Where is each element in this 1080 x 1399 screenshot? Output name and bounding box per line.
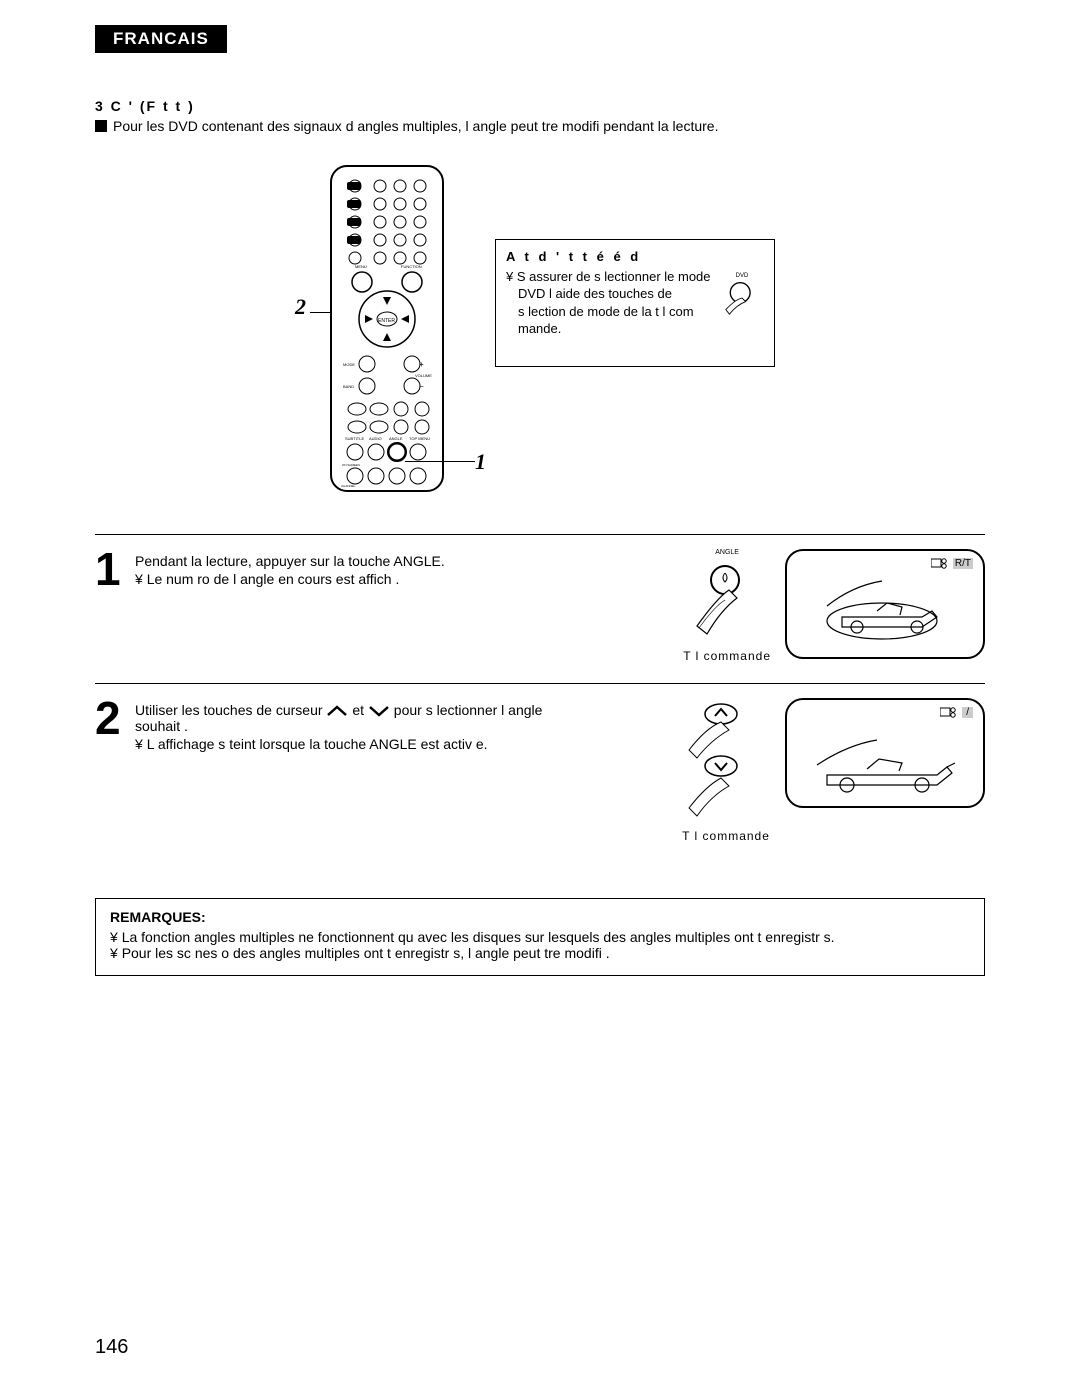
svg-text:FUNCTION: FUNCTION bbox=[401, 264, 422, 269]
svg-text:CHANNEL: CHANNEL bbox=[341, 484, 356, 488]
svg-text:ENTER: ENTER bbox=[378, 318, 395, 324]
svg-text:−: − bbox=[419, 382, 424, 391]
step2-line1: Utiliser les touches de curseur et pour … bbox=[135, 702, 605, 718]
svg-text:+: + bbox=[419, 360, 424, 369]
svg-text:TOP MENU: TOP MENU bbox=[409, 436, 430, 441]
bullet-square-icon bbox=[95, 120, 107, 132]
svg-text:VOLUME: VOLUME bbox=[415, 373, 432, 378]
step-1-illustrations: ANGLE T l commande R/T bbox=[615, 549, 985, 663]
cursor-down-icon bbox=[368, 704, 390, 718]
step1-line2: Le num ro de l angle en cours est affich… bbox=[147, 571, 400, 587]
manual-page: FRANCAIS 3 C ' (F t t ) Pour les DVD con… bbox=[0, 0, 1080, 1006]
tv-screen-2: / bbox=[785, 698, 985, 808]
step-2-illustrations: T l commande / bbox=[615, 698, 985, 843]
intro-copy: Pour les DVD contenant des signaux d ang… bbox=[113, 118, 718, 134]
callout-line-1 bbox=[405, 461, 475, 462]
step-number-2: 2 bbox=[95, 698, 135, 843]
prep-line2: DVD l aide des touches de bbox=[506, 286, 672, 301]
remarks-box: REMARQUES: ¥ La fonction angles multiple… bbox=[95, 898, 985, 976]
callout-number-2: 2 bbox=[295, 294, 306, 320]
prep-line1: S assurer de s lectionner le mode bbox=[517, 269, 711, 284]
callout-number-1: 1 bbox=[475, 449, 486, 475]
remarks-line2: ¥ Pour les sc nes o des angles multiples… bbox=[110, 945, 970, 961]
language-tab: FRANCAIS bbox=[95, 25, 227, 53]
step-2-text: Utiliser les touches de curseur et pour … bbox=[135, 698, 615, 843]
svg-text:SUBTITLE: SUBTITLE bbox=[345, 436, 364, 441]
dvd-mode-icon: DVD bbox=[724, 272, 760, 321]
svg-text:MENU: MENU bbox=[355, 264, 367, 269]
angle-press-illustration: ANGLE T l commande bbox=[683, 549, 771, 663]
remarks-header: REMARQUES: bbox=[110, 909, 970, 925]
step-2: 2 Utiliser les touches de curseur et pou… bbox=[95, 698, 985, 843]
telecommande-label: T l commande bbox=[683, 649, 771, 663]
step-1: 1 Pendant la lecture, appuyer sur la tou… bbox=[95, 549, 985, 663]
svg-text:AUDIO: AUDIO bbox=[369, 436, 382, 441]
step-number-1: 1 bbox=[95, 549, 135, 663]
prep-line3: s lection de mode de la t l com bbox=[506, 304, 694, 319]
remarks-line1: ¥ La fonction angles multiples ne foncti… bbox=[110, 929, 970, 945]
tv-screen-1: R/T bbox=[785, 549, 985, 659]
separator bbox=[95, 534, 985, 535]
step1-line1: Pendant la lecture, appuyer sur la touch… bbox=[135, 553, 605, 569]
svg-text:BAND: BAND bbox=[343, 384, 354, 389]
prep-line4: mande. bbox=[506, 321, 561, 336]
telecommande-label-2: T l commande bbox=[681, 829, 771, 843]
section-title: 3 C ' (F t t ) bbox=[95, 98, 985, 114]
svg-text:ON SCREEN: ON SCREEN bbox=[342, 463, 360, 467]
step2-line2: souhait . bbox=[135, 718, 605, 734]
separator bbox=[95, 683, 985, 684]
preparation-header: A t d ' t t é é d bbox=[506, 248, 764, 266]
step2-line3: L affichage s teint lorsque la touche AN… bbox=[147, 736, 488, 752]
svg-text:ANGLE: ANGLE bbox=[389, 436, 403, 441]
remote-illustration-area: 2 MENU bbox=[95, 164, 985, 514]
page-number: 146 bbox=[95, 1336, 128, 1359]
intro-text: Pour les DVD contenant des signaux d ang… bbox=[95, 118, 985, 134]
cursor-press-illustration: T l commande bbox=[681, 698, 771, 843]
angle-label: ANGLE bbox=[683, 549, 771, 556]
step-1-text: Pendant la lecture, appuyer sur la touch… bbox=[135, 549, 615, 663]
cursor-up-icon bbox=[326, 704, 348, 718]
preparation-box: A t d ' t t é é d DVD ¥ S assurer de s l… bbox=[495, 239, 775, 367]
remote-control-icon: MENU FUNCTION ENTER bbox=[327, 164, 447, 484]
svg-text:MODE: MODE bbox=[343, 362, 355, 367]
